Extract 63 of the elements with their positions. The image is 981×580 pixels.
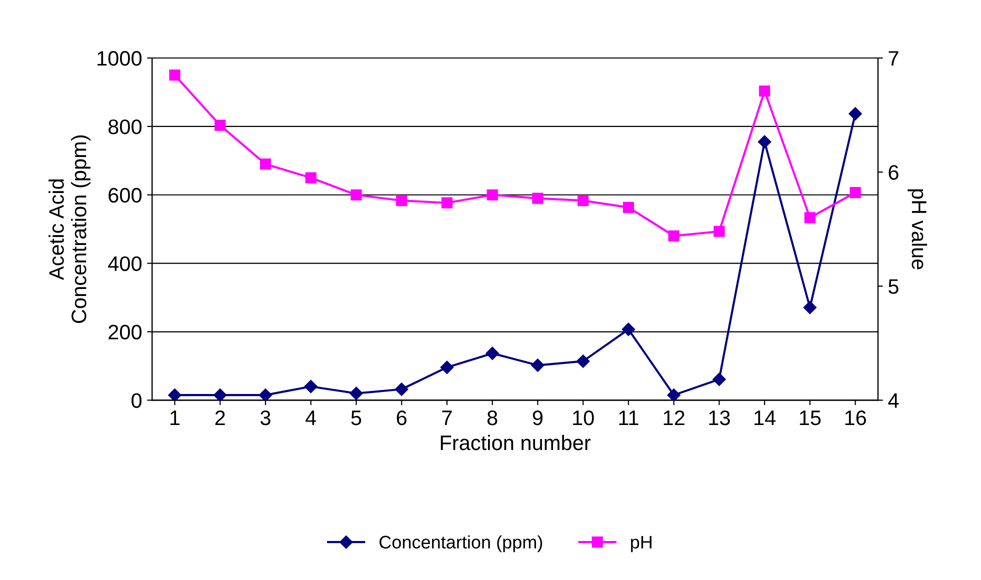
point bbox=[396, 195, 408, 206]
x-tick-label: 10 bbox=[573, 410, 594, 426]
x-tick-label: 8 bbox=[487, 410, 498, 426]
point bbox=[803, 300, 817, 314]
point bbox=[214, 120, 226, 131]
y-tick-label: 600 bbox=[108, 188, 142, 203]
x-tick-label: 7 bbox=[442, 410, 452, 426]
x-tick-label: 6 bbox=[396, 410, 406, 426]
point bbox=[305, 172, 316, 184]
x-axis-title: Fraction number bbox=[440, 434, 591, 450]
point bbox=[260, 158, 272, 170]
x-tick-label: 9 bbox=[532, 410, 543, 426]
point bbox=[440, 360, 454, 374]
x-tick-label: 15 bbox=[800, 410, 821, 426]
x-tick-label: 1 bbox=[170, 410, 180, 426]
point bbox=[350, 386, 363, 400]
x-tick-label: 3 bbox=[260, 410, 270, 426]
point bbox=[622, 202, 634, 213]
point bbox=[168, 388, 182, 400]
point bbox=[304, 380, 318, 394]
y2-tick-label: 4 bbox=[888, 393, 899, 408]
y-axis-title: Acetic Acid Concentration (ppm) bbox=[48, 135, 90, 323]
y2-tick-label: 5 bbox=[888, 279, 898, 294]
legend-label: Concentartion (ppm) bbox=[380, 535, 542, 552]
point bbox=[850, 187, 861, 198]
x-tick-label: 2 bbox=[215, 410, 225, 426]
y2-tick-label: 6 bbox=[888, 165, 898, 180]
point bbox=[258, 388, 272, 400]
point bbox=[578, 195, 589, 206]
point bbox=[714, 226, 725, 237]
point bbox=[350, 189, 362, 200]
point bbox=[531, 358, 544, 372]
x-tick-label: 12 bbox=[664, 410, 684, 426]
y-tick-label: 0 bbox=[132, 393, 142, 408]
point bbox=[712, 372, 726, 386]
y2-tick-label: 7 bbox=[888, 51, 898, 66]
point bbox=[169, 70, 180, 81]
point bbox=[804, 212, 816, 224]
point bbox=[441, 197, 453, 208]
point bbox=[486, 189, 498, 200]
point bbox=[214, 388, 227, 400]
y-tick-label: 1000 bbox=[98, 51, 142, 66]
point bbox=[622, 322, 636, 336]
y-tick-label: 800 bbox=[108, 119, 142, 134]
point bbox=[532, 192, 544, 204]
x-tick-label: 4 bbox=[306, 410, 316, 426]
point bbox=[395, 382, 408, 396]
point bbox=[486, 346, 499, 360]
x-tick-label: 16 bbox=[845, 410, 866, 426]
point bbox=[576, 354, 590, 368]
point bbox=[667, 388, 680, 400]
x-tick-label: 14 bbox=[754, 410, 776, 426]
x-tick-label: 5 bbox=[351, 410, 362, 426]
y-tick-label: 400 bbox=[108, 256, 142, 272]
legend-label: pH bbox=[631, 536, 652, 552]
point bbox=[668, 230, 680, 242]
point bbox=[758, 135, 772, 148]
point bbox=[759, 86, 770, 97]
point bbox=[848, 107, 862, 120]
y-tick-label: 200 bbox=[108, 324, 142, 340]
x-tick-label: 13 bbox=[709, 410, 730, 426]
y2-axis-title: pH value bbox=[908, 189, 928, 270]
x-tick-label: 11 bbox=[619, 410, 638, 426]
